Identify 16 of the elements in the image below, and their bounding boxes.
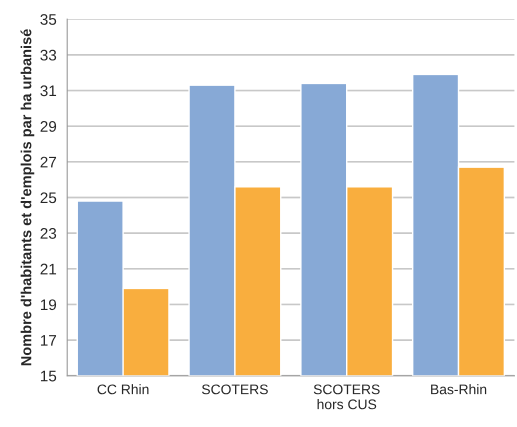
y-tick-label: 33 [40,50,56,61]
x-tick-label: SCOTERS hors CUS [314,384,380,410]
y-tick-label: 21 [40,264,56,274]
y-tick-label: 27 [40,156,56,168]
y-tick-label: 35 [40,14,56,25]
y-tick-label: 29 [40,121,56,132]
y-tick-label: 31 [40,85,56,96]
y-tick-label: 15 [40,370,56,382]
y-tick-label: 19 [40,299,56,310]
x-tick-label: Bas-Rhin [431,384,486,394]
x-tick-label: SCOTERS [202,384,268,394]
y-tick-label: 17 [40,335,56,346]
y-tick-label: 25 [40,192,56,204]
y-axis-title: Nombre d'habitants et d'emplois par ha urbanisé [20,29,34,366]
y-tick-label: 23 [40,228,56,239]
x-tick-label: CC Rhin [98,384,148,394]
